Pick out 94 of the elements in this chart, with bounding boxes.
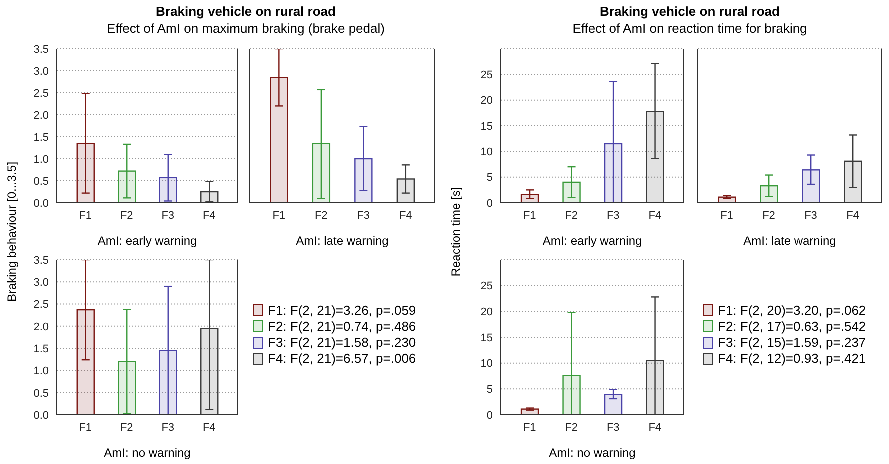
text: F2: F(2, 21)=0.74, p=.486 [268, 318, 416, 334]
x-tick-label: F1 [79, 210, 92, 222]
x-tick-label: F3 [606, 422, 620, 434]
bar [200, 191, 219, 203]
y-tick-label: 25 [480, 280, 493, 293]
y-tick-label: 3.5 [34, 254, 49, 267]
y-tick-label: 0 [486, 198, 493, 210]
y-tick-label: 0.5 [34, 176, 49, 188]
x-axis-title: AmI: no warning [549, 446, 636, 460]
bar [562, 182, 581, 203]
x-tick-label: F1 [720, 210, 734, 222]
chart-subtitle: Effect of AmI on maximum braking (brake pedal) [107, 21, 385, 36]
y-tick-label: 10 [480, 358, 493, 370]
text: F1: F(2, 20)=3.20, p=.062 [718, 302, 866, 318]
bar [118, 361, 136, 415]
y-tick-label: 3.5 [34, 44, 49, 56]
x-tick-label: F4 [202, 422, 216, 434]
x-axis-title: AmI: no warning [104, 446, 191, 460]
bar [118, 170, 136, 203]
x-tick-label: F3 [804, 210, 818, 222]
y-tick-label: 2.0 [34, 321, 49, 334]
y-tick-label: 3.0 [34, 66, 49, 78]
bar [76, 309, 95, 415]
x-tick-label: F2 [762, 210, 776, 222]
x-tick-label: F4 [399, 210, 412, 222]
x-tick-label: F2 [565, 422, 578, 434]
y-tick-label: 25 [480, 70, 493, 82]
x-tick-label: F2 [314, 210, 328, 222]
bar [844, 160, 862, 203]
x-tick-label: F3 [357, 210, 370, 222]
bar [760, 185, 778, 203]
x-tick-label: F1 [79, 422, 92, 434]
y-tick-label: 1.5 [34, 343, 49, 356]
text: F4: F(2, 21)=6.57, p=.006 [268, 351, 416, 366]
x-tick-label: F3 [162, 210, 175, 222]
x-tick-label: F1 [272, 210, 286, 222]
y-tick-label: 20 [480, 95, 493, 108]
chart-subtitle: Effect of AmI on reaction time for braking [572, 21, 808, 36]
x-tick-label: F4 [846, 210, 860, 222]
text: F4: F(2, 12)=0.93, p=.421 [718, 351, 866, 366]
x-tick-label: F4 [648, 422, 662, 434]
x-tick-label: F3 [606, 210, 620, 222]
x-axis-title: AmI: early warning [542, 234, 642, 248]
text: F3: F(2, 21)=1.58, p=.230 [268, 335, 416, 350]
chart-title: Braking vehicle on rural road [156, 4, 336, 19]
y-tick-label: 2.5 [34, 299, 49, 312]
bar [396, 178, 416, 203]
x-axis-title: AmI: early warning [98, 234, 198, 248]
bar [159, 177, 178, 203]
bar [270, 77, 288, 203]
y-tick-label: 0.5 [34, 388, 49, 400]
x-tick-label: F4 [648, 210, 662, 222]
bar [354, 158, 373, 203]
y-tick-label: 5 [486, 172, 493, 184]
bar [312, 143, 331, 203]
bar [520, 194, 540, 203]
y-tick-label: 1.5 [34, 132, 49, 144]
bar [646, 360, 664, 415]
bar [604, 394, 623, 415]
bar [562, 375, 581, 415]
chart-title: Braking vehicle on rural road [600, 4, 780, 19]
x-tick-label: F3 [162, 422, 175, 434]
bar [802, 170, 820, 203]
x-tick-label: F1 [523, 210, 536, 222]
y-tick-label: 2.5 [34, 88, 49, 100]
text: F1: F(2, 21)=3.26, p=.059 [268, 302, 416, 318]
bar [159, 350, 178, 415]
text: F3: F(2, 15)=1.59, p=.237 [718, 335, 866, 350]
y-tick-label: 1.0 [34, 154, 49, 166]
y-tick-label: 10 [480, 146, 493, 159]
bar [646, 111, 664, 203]
bar [604, 143, 623, 203]
y-tick-label: 0.0 [34, 198, 49, 210]
y-tick-label: 5 [486, 384, 493, 396]
x-tick-label: F2 [120, 422, 134, 434]
x-axis-title: AmI: late warning [296, 234, 389, 248]
x-axis-title: AmI: late warning [744, 234, 836, 248]
bar [200, 328, 219, 415]
x-tick-label: F1 [523, 422, 536, 434]
y-axis-title: Braking behaviour [0...3.5] [5, 162, 19, 302]
bar [76, 143, 95, 203]
x-tick-label: F4 [202, 210, 216, 222]
y-tick-label: 15 [480, 332, 493, 344]
y-axis-title: Reaction time [s] [449, 187, 463, 277]
y-tick-label: 0 [486, 410, 493, 422]
y-tick-label: 0.0 [34, 410, 49, 422]
text: F2: F(2, 17)=0.63, p=.542 [718, 318, 866, 334]
y-tick-label: 20 [480, 306, 493, 319]
y-tick-label: 2.0 [34, 110, 49, 122]
x-tick-label: F2 [565, 210, 578, 222]
y-tick-label: 3.0 [34, 277, 49, 290]
x-tick-label: F2 [120, 210, 134, 222]
y-tick-label: 1.0 [34, 366, 49, 378]
y-tick-label: 15 [480, 120, 493, 133]
